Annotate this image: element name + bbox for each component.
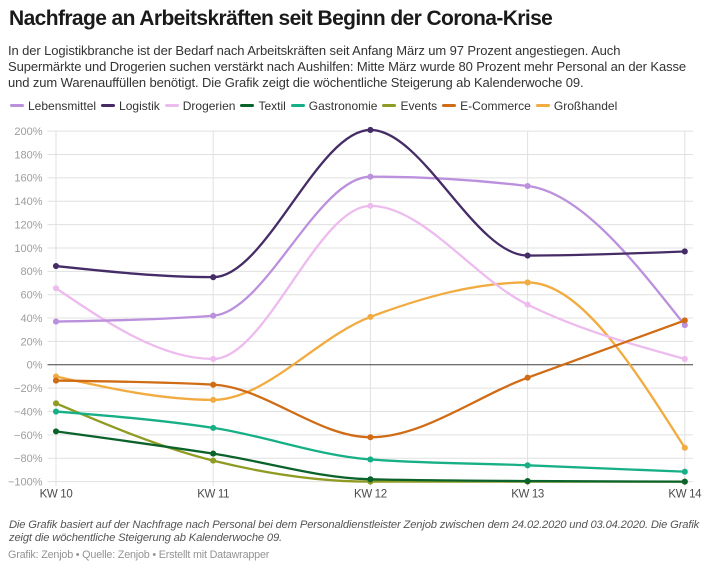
svg-text:−20%: −20% [14,383,43,395]
svg-text:20%: 20% [20,336,42,348]
svg-text:0%: 0% [27,360,43,372]
svg-text:−80%: −80% [14,453,43,465]
svg-text:180%: 180% [14,149,42,161]
svg-text:KW 12: KW 12 [354,489,387,501]
svg-text:−60%: −60% [14,430,43,442]
svg-text:80%: 80% [20,266,42,278]
svg-text:KW 14: KW 14 [668,489,702,501]
svg-text:40%: 40% [20,313,42,325]
svg-text:120%: 120% [14,219,42,231]
svg-text:160%: 160% [14,173,42,185]
svg-text:KW 11: KW 11 [197,489,229,501]
svg-text:200%: 200% [14,126,42,138]
svg-text:60%: 60% [20,290,42,302]
svg-text:−40%: −40% [14,406,43,418]
svg-text:KW 13: KW 13 [511,489,544,501]
svg-text:−100%: −100% [8,477,43,489]
svg-text:KW 10: KW 10 [40,489,73,501]
svg-text:140%: 140% [14,196,42,208]
svg-text:100%: 100% [14,243,42,255]
